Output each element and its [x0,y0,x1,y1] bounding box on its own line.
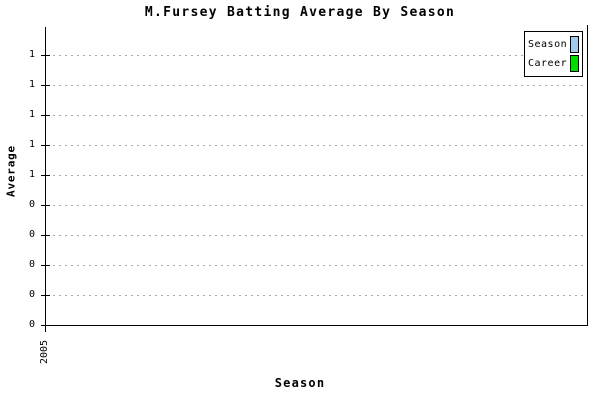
gridline [47,265,586,266]
legend-swatch-season [570,36,579,53]
y-tick-mark [41,295,50,296]
y-tick-label: 0 [28,289,35,300]
y-tick-label: 0 [28,199,35,210]
legend-label-season: Season [528,39,568,50]
gridline [47,145,586,146]
legend: Season Career [524,31,583,77]
plot-right-border [587,25,588,326]
legend-item-season: Season [528,35,579,54]
x-tick-label: 2005 [39,339,50,364]
y-tick-mark [41,85,50,86]
gridline [47,115,586,116]
legend-swatch-career [570,55,579,72]
y-tick-mark [41,55,50,56]
x-axis-line [45,325,588,326]
y-tick-mark [41,205,50,206]
legend-label-career: Career [528,58,568,69]
y-tick-label: 0 [28,259,35,270]
plot-area: 2005 1 1 1 1 1 0 0 0 0 0 [29,25,588,364]
gridline [47,205,586,206]
y-tick-mark [41,235,50,236]
y-axis-line [45,27,46,326]
x-tick-mark [45,326,46,332]
y-tick-label: 1 [28,109,35,120]
y-tick-mark [41,325,50,326]
y-axis-title: Average [4,145,18,197]
y-tick-mark [41,145,50,146]
y-tick-label: 1 [28,79,35,90]
gridline [47,235,586,236]
y-tick-label: 0 [28,319,35,330]
y-tick-mark [41,115,50,116]
chart-title: M.Fursey Batting Average By Season [144,5,456,20]
gridline [47,55,586,56]
y-tick-label: 1 [28,139,35,150]
y-tick-label: 0 [28,229,35,240]
legend-item-career: Career [528,54,579,73]
x-axis-title: Season [274,376,326,390]
y-tick-label: 1 [28,169,35,180]
y-tick-mark [41,265,50,266]
gridline [47,295,586,296]
y-tick-mark [41,175,50,176]
gridline [47,175,586,176]
gridline [47,85,586,86]
y-tick-label: 1 [28,49,35,60]
